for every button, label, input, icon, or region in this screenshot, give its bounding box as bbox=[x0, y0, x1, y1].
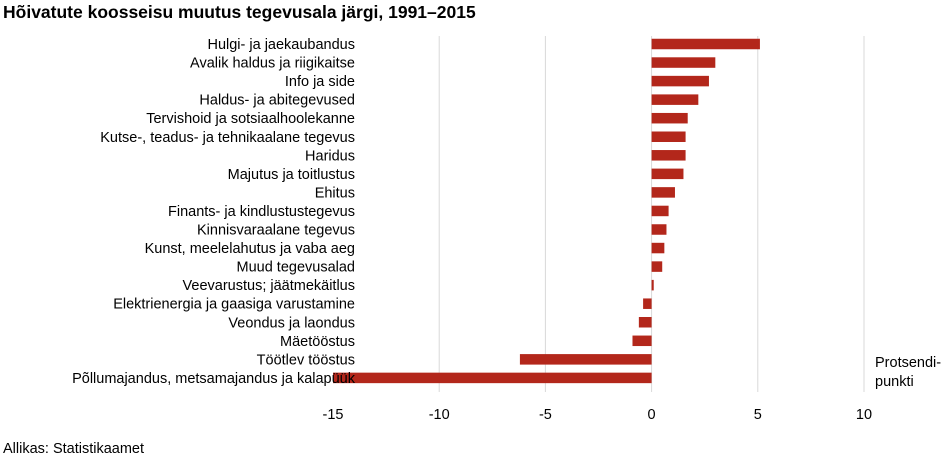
category-label: Põllumajandus, metsamajandus ja kalapüük bbox=[72, 371, 356, 387]
bar bbox=[651, 261, 663, 272]
bar bbox=[638, 317, 652, 328]
category-label: Hulgi- ja jaekaubandus bbox=[207, 37, 355, 53]
x-tick-label: -10 bbox=[429, 407, 450, 423]
category-label: Kutse-, teadus- ja tehnikaalane tegevus bbox=[100, 130, 355, 146]
category-label: Töötlev tööstus bbox=[257, 352, 355, 368]
category-label: Info ja side bbox=[285, 74, 355, 90]
bar bbox=[643, 298, 652, 309]
bar bbox=[651, 187, 675, 198]
category-label: Kunst, meelelahutus ja vaba aeg bbox=[145, 241, 355, 257]
category-label: Kinnisvaraalane tegevus bbox=[197, 223, 355, 239]
x-tick-label: 10 bbox=[856, 407, 872, 423]
bar bbox=[651, 38, 760, 50]
x-tick-labels: -15 -10 -5 0 5 10 bbox=[323, 407, 873, 423]
bar bbox=[651, 224, 667, 235]
category-labels: Hulgi- ja jaekaubandus Avalik haldus ja r… bbox=[72, 37, 356, 387]
bar bbox=[651, 205, 669, 217]
bar bbox=[519, 354, 652, 365]
bar bbox=[651, 242, 665, 254]
category-label: Haldus- ja abitegevused bbox=[199, 93, 355, 109]
chart-title: Hõivatute koosseisu muutus tegevusala jä… bbox=[3, 2, 476, 22]
bars bbox=[333, 38, 760, 384]
bar bbox=[651, 94, 699, 105]
x-tick-label: 0 bbox=[648, 407, 656, 423]
category-label: Elektrienergia ja gaasiga varustamine bbox=[113, 297, 355, 313]
category-label: Muud tegevusalad bbox=[237, 260, 356, 276]
x-tick-label: 5 bbox=[754, 407, 762, 423]
bar bbox=[651, 279, 654, 291]
bar bbox=[651, 112, 688, 124]
source-note: Allikas: Statistikaamet bbox=[3, 441, 145, 457]
bar bbox=[651, 75, 709, 87]
bar bbox=[333, 372, 652, 384]
axis-unit-label: Protsendi-punkti bbox=[875, 355, 942, 390]
bar bbox=[651, 131, 686, 142]
bar bbox=[651, 150, 686, 161]
bar bbox=[651, 57, 716, 68]
bar bbox=[651, 168, 684, 180]
category-label: Avalik haldus ja riigikaitse bbox=[190, 56, 355, 72]
x-tick-label: -5 bbox=[539, 407, 552, 423]
category-label: Ehitus bbox=[315, 185, 355, 201]
category-label: Majutus ja toitlustus bbox=[228, 167, 355, 183]
category-label: Finants- ja kindlustustegevus bbox=[168, 204, 355, 220]
category-label: Tervishoid ja sotsiaalhoolekanne bbox=[146, 111, 355, 127]
x-tick-label: -15 bbox=[323, 407, 344, 423]
category-label: Veevarustus; jäätmekäitlus bbox=[183, 278, 355, 294]
category-label: Haridus bbox=[305, 148, 355, 164]
category-label: Veondus ja laondus bbox=[228, 315, 355, 331]
category-label: Mäetööstus bbox=[280, 334, 355, 350]
bar bbox=[632, 335, 652, 347]
